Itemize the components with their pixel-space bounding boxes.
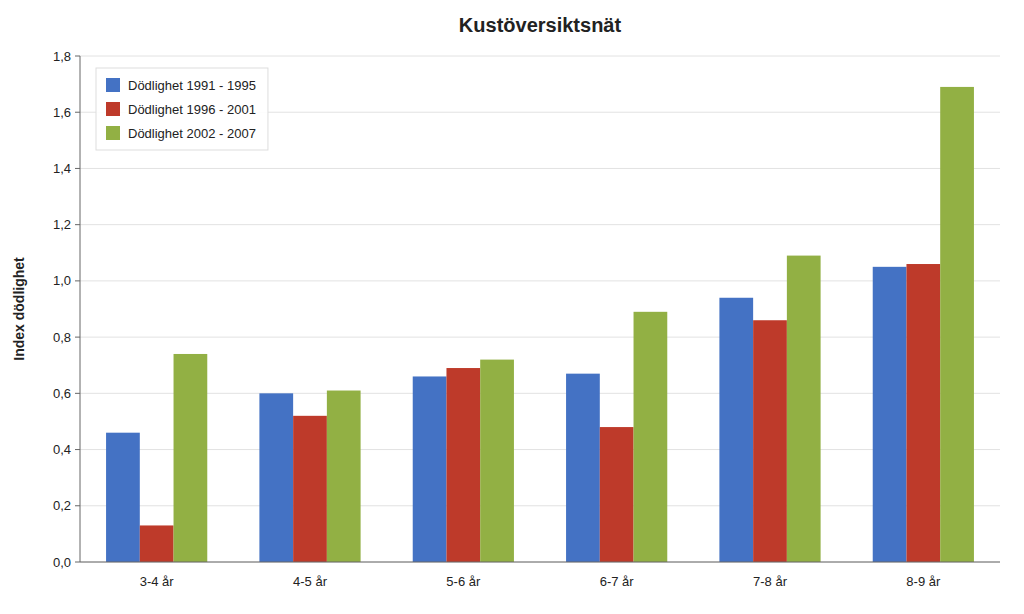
chart-container: Kustöversiktsnät 0,0 0,2 0,4 0,6 0,8 1,0 1,2 1,4… xyxy=(0,0,1024,614)
bar xyxy=(940,87,974,562)
grid-line xyxy=(80,224,1000,225)
bar xyxy=(140,525,174,562)
legend: Dödlighet 1991 - 1995 Dödlighet 1996 - 20… xyxy=(96,68,268,150)
bar xyxy=(327,391,361,562)
x-axis: 3-4 år 4-5 år 5-6 år 6-7 år 7-8 år 8-9 år xyxy=(140,574,941,589)
bar xyxy=(480,360,514,562)
tick-label: 1,8 xyxy=(53,49,71,64)
bar xyxy=(413,376,447,562)
bar xyxy=(174,354,208,562)
y-axis: 0,0 0,2 0,4 0,6 0,8 1,0 1,2 1,4 1,6 1,8 xyxy=(53,49,80,570)
tick-label: 0,8 xyxy=(53,330,71,345)
axis-label: Index dödlighet xyxy=(11,257,27,361)
legend-swatch xyxy=(106,126,120,140)
legend-swatch xyxy=(106,102,120,116)
legend-label: Dödlighet 1991 - 1995 xyxy=(128,78,256,93)
tick-mark xyxy=(75,449,80,450)
category-label: 4-5 år xyxy=(293,574,328,589)
bars xyxy=(106,87,974,562)
tick-mark xyxy=(75,280,80,281)
chart: Kustöversiktsnät 0,0 0,2 0,4 0,6 0,8 1,0 1,2 1,4… xyxy=(0,0,1024,614)
tick-mark xyxy=(75,505,80,506)
bar xyxy=(566,374,600,562)
bar xyxy=(787,256,821,562)
grid-line xyxy=(80,449,1000,450)
category-label: 8-9 år xyxy=(906,574,941,589)
bar xyxy=(106,433,140,562)
grid-line xyxy=(80,505,1000,506)
grid-line xyxy=(80,280,1000,281)
legend-box xyxy=(96,68,268,150)
legend-label: Dödlighet 2002 - 2007 xyxy=(128,126,256,141)
category-label: 6-7 år xyxy=(600,574,635,589)
tick-label: 0,0 xyxy=(53,555,71,570)
category-label: 5-6 år xyxy=(446,574,481,589)
tick-mark xyxy=(75,168,80,169)
tick-mark xyxy=(75,393,80,394)
bar xyxy=(293,416,327,562)
tick-label: 1,0 xyxy=(53,273,71,288)
bar xyxy=(906,264,940,562)
tick-mark xyxy=(75,337,80,338)
tick-label: 1,6 xyxy=(53,105,71,120)
tick-label: 0,6 xyxy=(53,386,71,401)
x-axis-line xyxy=(80,562,1000,563)
bar xyxy=(719,298,753,562)
grid-line xyxy=(80,337,1000,338)
tick-label: 1,2 xyxy=(53,217,71,232)
title: Kustöversiktsnät xyxy=(459,14,622,36)
grid-line xyxy=(80,562,1000,563)
bar xyxy=(753,320,787,562)
grid-line xyxy=(80,168,1000,169)
bar xyxy=(600,427,634,562)
tick-mark xyxy=(75,562,80,563)
bar xyxy=(259,393,293,562)
tick-label: 0,4 xyxy=(53,442,71,457)
grid-line xyxy=(80,393,1000,394)
legend-swatch xyxy=(106,78,120,92)
bar xyxy=(873,267,907,562)
tick-mark xyxy=(75,56,80,57)
tick-mark xyxy=(75,224,80,225)
legend-label: Dödlighet 1996 - 2001 xyxy=(128,102,256,117)
bar xyxy=(634,312,668,562)
grid-line xyxy=(80,56,1000,57)
bar xyxy=(446,368,480,562)
grid xyxy=(80,56,1000,562)
category-label: 3-4 år xyxy=(140,574,175,589)
tick-label: 1,4 xyxy=(53,161,71,176)
category-label: 7-8 år xyxy=(753,574,788,589)
tick-label: 0,2 xyxy=(53,498,71,513)
y-axis-line xyxy=(80,56,81,562)
tick-mark xyxy=(75,112,80,113)
